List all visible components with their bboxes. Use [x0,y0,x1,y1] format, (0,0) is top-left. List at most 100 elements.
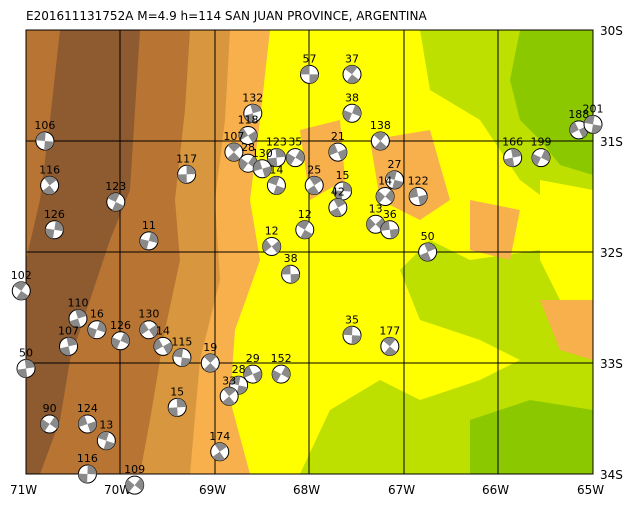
beachball[interactable]: 107 [58,324,79,356]
beachball-depth-label: 123 [266,136,287,149]
beachball[interactable]: 106 [34,119,55,151]
beachball[interactable]: 28 [238,141,258,173]
beachball-compression [78,415,97,433]
beachball-depth-label: 11 [142,219,156,232]
beachball[interactable]: 35 [285,136,305,168]
beachball-compression [343,326,362,345]
beachball[interactable]: 116 [39,163,60,195]
beachball[interactable]: 12 [295,208,315,240]
beachball-depth-label: 90 [43,402,57,415]
beachball[interactable]: 117 [176,152,197,184]
beachball-depth-label: 29 [246,352,260,365]
beachball-depth-label: 132 [242,91,263,104]
beachball[interactable]: 37 [342,52,362,84]
beachball[interactable]: 36 [380,208,400,240]
beachball-depth-label: 107 [223,130,244,143]
beachball[interactable]: 132 [242,91,263,123]
beachball-compression [17,359,35,378]
beachball-compression [35,132,54,151]
beachball[interactable]: 188 [568,108,589,140]
beachball[interactable]: 201 [583,102,604,134]
beachball-depth-label: 13 [99,419,113,432]
beachball-compression [227,143,241,162]
beachball-compression [382,337,397,356]
beachball-compression [329,198,346,217]
beachball[interactable]: 27 [385,158,405,190]
beachball[interactable]: 152 [271,352,292,384]
beachball-depth-label: 199 [531,136,552,149]
beachball[interactable]: 118 [238,113,259,145]
beachball[interactable]: 29 [243,352,263,384]
beachball[interactable]: 123 [105,180,126,212]
beachball-depth-label: 50 [421,230,435,243]
beachball[interactable]: 42 [328,186,348,218]
beachball-compression [107,193,124,212]
beachball-compression [111,332,130,350]
beachball-depth-label: 15 [170,385,184,398]
beachball[interactable]: 126 [110,319,131,351]
beachball[interactable]: 166 [502,136,523,168]
beachball[interactable]: 109 [124,463,145,495]
beachball[interactable]: 16 [87,308,107,340]
beachball-compression [244,104,262,123]
beachball-compression [125,478,144,493]
beachball[interactable]: 50 [16,347,36,379]
beachball-compression [296,220,313,239]
beachball-compression [87,321,106,339]
terrain-lowland [470,400,593,474]
beachball-depth-label: 38 [345,91,359,104]
beachball-compression [532,149,551,166]
beachball-compression [328,143,347,161]
beachball[interactable]: 12 [262,224,282,256]
beachball[interactable]: 138 [370,119,391,151]
beachball-compression [366,217,385,231]
beachball[interactable]: 25 [304,163,324,195]
beachball[interactable]: 110 [67,297,88,329]
beachball[interactable]: 35 [342,313,362,345]
beachball[interactable]: 130 [252,147,273,179]
beachball[interactable]: 33 [219,374,239,406]
beachball[interactable]: 14 [266,163,286,195]
beachball[interactable]: 126 [44,208,65,240]
beachball[interactable]: 13 [366,202,386,234]
beachball[interactable]: 11 [139,219,159,251]
beachball[interactable]: 177 [379,324,400,356]
beachball-depth-label: 16 [90,308,104,321]
beachball[interactable]: 57 [300,52,319,84]
beachball[interactable]: 124 [77,402,98,434]
beachball[interactable]: 19 [200,341,220,373]
beachball[interactable]: 116 [77,452,98,484]
beachball-depth-label: 124 [77,402,98,415]
beachball-depth-label: 57 [303,52,317,65]
beachball[interactable]: 174 [209,430,230,462]
beachball[interactable]: 13 [96,419,116,451]
beachball[interactable]: 115 [171,335,192,367]
beachball[interactable]: 130 [138,308,159,340]
beachball-compression [262,239,281,254]
beachball[interactable]: 15 [167,385,187,417]
beachball-compression [376,189,395,204]
beachball-depth-label: 33 [222,374,236,387]
beachball-depth-label: 201 [583,102,604,115]
beachball[interactable]: 122 [408,175,429,206]
beachball-compression [569,121,588,138]
beachball[interactable]: 90 [40,402,60,434]
beachball-depth-label: 116 [77,452,98,465]
beachball[interactable]: 14 [153,324,173,356]
beachball[interactable]: 50 [418,230,438,262]
beachball-compression [419,242,436,262]
beachball[interactable]: 21 [328,130,348,162]
beachball[interactable]: 123 [266,136,287,168]
beachball[interactable]: 38 [342,91,362,123]
beachball[interactable]: 102 [11,269,32,301]
terrain-high-mountain [90,40,125,150]
beachball[interactable]: 38 [281,252,301,284]
beachball[interactable]: 199 [531,136,552,168]
beachball[interactable]: 14 [375,175,395,206]
beachball-depth-label: 12 [265,224,279,237]
beachball[interactable]: 107 [223,130,244,162]
beachball[interactable]: 15 [333,169,353,201]
beachball-compression [272,366,291,382]
beachball-depth-label: 13 [369,202,383,215]
